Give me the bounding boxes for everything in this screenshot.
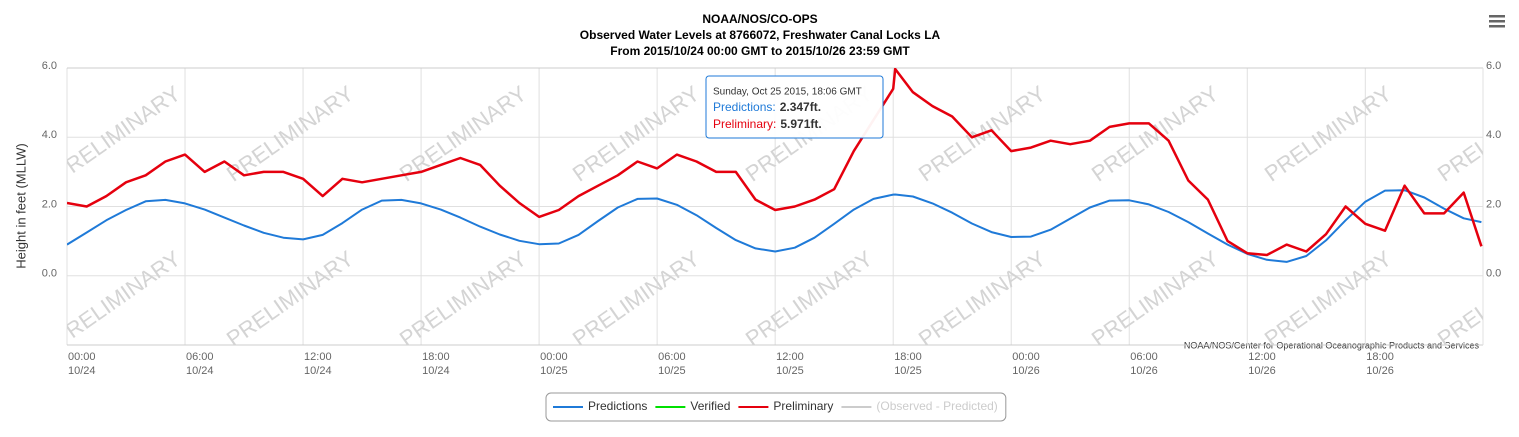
tooltip-row: Predictions: 2.347ft. <box>713 100 821 114</box>
x-tick-label: 10/25 <box>658 365 686 377</box>
x-tick-label: 10/26 <box>1012 365 1040 377</box>
legend: Predictions Verified Preliminary (Observed … <box>545 392 1007 422</box>
x-tick-label: 18:00 <box>894 351 922 363</box>
chart-subtitle: Observed Water Levels at 8766072, Freshw… <box>580 28 941 42</box>
x-tick-label: 18:00 <box>1366 351 1394 363</box>
x-tick-label: 00:00 <box>540 351 568 363</box>
legend-item[interactable]: Verified <box>655 399 730 413</box>
tooltip-label: Preliminary: <box>713 117 776 131</box>
x-tick-label: 18:00 <box>422 351 450 363</box>
x-tick-label: 12:00 <box>776 351 804 363</box>
tooltip-value: 2.347ft. <box>780 100 821 114</box>
chart-subtitle: From 2015/10/24 00:00 GMT to 2015/10/26 … <box>610 44 910 58</box>
y-tick-label: 2.0 <box>42 198 57 210</box>
legend-label: (Observed - Predicted) <box>876 399 997 413</box>
legend-item[interactable]: Preliminary <box>738 399 833 413</box>
x-tick-label: 06:00 <box>1130 351 1158 363</box>
tooltip: Sunday, Oct 25 2015, 18:06 GMT Prediction… <box>705 75 884 139</box>
legend-item[interactable]: (Observed - Predicted) <box>841 399 998 413</box>
legend-box <box>545 392 1007 422</box>
x-tick-label: 10/25 <box>540 365 568 377</box>
tooltip-box <box>705 75 884 139</box>
x-tick-label: 00:00 <box>1012 351 1040 363</box>
chart-title: NOAA/NOS/CO-OPS <box>702 12 817 26</box>
x-tick-label: 10/24 <box>304 365 332 377</box>
x-tick-label: 10/26 <box>1130 365 1158 377</box>
y-tick-label: 6.0 <box>42 60 57 72</box>
x-tick-label: 10/24 <box>422 365 450 377</box>
x-tick-label: 12:00 <box>304 351 332 363</box>
legend-label: Verified <box>690 399 730 413</box>
y2-tick-label: 2.0 <box>1486 198 1501 210</box>
y-tick-label: 0.0 <box>42 268 57 280</box>
menu-button[interactable] <box>1489 15 1505 28</box>
tooltip-label: Predictions: <box>713 100 776 114</box>
x-tick-label: 10/25 <box>894 365 922 377</box>
legend-item[interactable]: Predictions <box>553 399 647 413</box>
tooltip-value: 5.971ft. <box>780 117 821 131</box>
legend-label: Predictions <box>588 399 647 413</box>
x-tick-label: 10/26 <box>1248 365 1276 377</box>
x-tick-label: 10/24 <box>186 365 214 377</box>
y2-tick-label: 4.0 <box>1486 129 1501 141</box>
y2-tick-label: 6.0 <box>1486 60 1501 72</box>
x-tick-label: 06:00 <box>658 351 686 363</box>
y-axis-label: Height in feet (MLLW) <box>13 143 28 268</box>
menu-bar[interactable] <box>1489 20 1505 23</box>
x-tick-label: 10/24 <box>68 365 96 377</box>
series-line <box>67 68 1483 257</box>
y-tick-label: 4.0 <box>42 129 57 141</box>
tooltip-title: Sunday, Oct 25 2015, 18:06 GMT <box>713 87 862 98</box>
legend-label: Preliminary <box>773 399 833 413</box>
y2-tick-label: 0.0 <box>1486 268 1501 280</box>
x-tick-label: 10/25 <box>776 365 804 377</box>
x-tick-label: 10/26 <box>1366 365 1394 377</box>
menu-bar[interactable] <box>1489 25 1505 28</box>
x-tick-label: 00:00 <box>68 351 96 363</box>
tooltip-row: Preliminary: 5.971ft. <box>713 117 822 131</box>
menu-bar[interactable] <box>1489 15 1505 18</box>
x-tick-label: 06:00 <box>186 351 214 363</box>
x-tick-label: 12:00 <box>1248 351 1276 363</box>
